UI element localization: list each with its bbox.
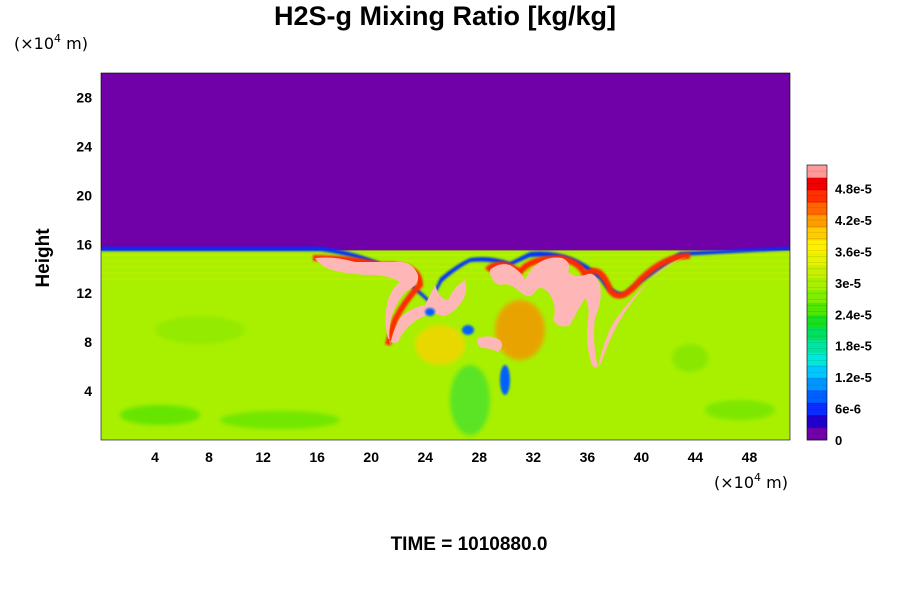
colorbar-swatch	[807, 190, 827, 203]
x-unit-prefix: (×10	[714, 473, 754, 492]
y-axis-ticks: 4 8 12 16 20 24 28	[76, 89, 92, 399]
colorbar-tick-label: 6e-6	[835, 402, 861, 417]
colorbar-swatch	[807, 390, 827, 403]
colorbar-swatch	[807, 340, 827, 353]
colorbar-swatch	[807, 202, 827, 216]
colorbar-swatch	[807, 427, 827, 441]
y-tick-label: 4	[84, 383, 92, 399]
x-tick-label: 48	[742, 449, 758, 465]
colorbar-tick-label: 1.2e-5	[835, 370, 872, 385]
y-unit-exponent: 4	[54, 32, 61, 45]
x-tick-label: 16	[309, 449, 325, 465]
y-tick-label: 24	[76, 138, 92, 154]
colorbar	[806, 164, 828, 441]
plumes	[315, 256, 688, 368]
x-tick-label: 28	[471, 449, 487, 465]
colorbar-swatch	[807, 165, 827, 178]
colorbar-swatch	[807, 252, 827, 266]
colorbar-tick-label: 2.4e-5	[835, 307, 872, 322]
colorbar-ticks: 0 6e-6 1.2e-5 1.8e-5 2.4e-5 3e-5 3.6e-5 4.2e-5 4…	[835, 182, 872, 448]
plume-right	[490, 256, 688, 368]
y-tick-label: 20	[76, 187, 92, 203]
colorbar-swatch	[807, 277, 827, 291]
chart-title: H2S-g Mixing Ratio [kg/kg]	[274, 1, 616, 31]
colorbar-swatch	[807, 315, 827, 328]
colorbar-swatch	[807, 215, 827, 228]
colorbar-swatch	[807, 265, 827, 278]
y-tick-label: 12	[76, 285, 92, 301]
y-tick-label: 28	[76, 89, 92, 105]
colorbar-tick-label: 3e-5	[835, 276, 861, 291]
colorbar-swatch	[807, 365, 827, 378]
colorbar-swatch	[807, 302, 827, 316]
y-unit-prefix: (×10	[14, 34, 54, 53]
y-unit-suffix: m)	[61, 34, 88, 53]
colorbar-tick-label: 4.8e-5	[835, 182, 872, 197]
plume-left	[315, 257, 467, 345]
x-tick-label: 44	[688, 449, 704, 465]
y-axis-label: Height	[33, 228, 54, 288]
colorbar-swatch	[807, 240, 827, 253]
x-unit-suffix: m)	[761, 473, 788, 492]
time-label: TIME = 1010880.0	[391, 534, 548, 555]
colorbar-tick-label: 0	[835, 433, 842, 448]
plume-center	[477, 336, 503, 352]
colorbar-swatch	[807, 352, 827, 366]
x-tick-label: 40	[634, 449, 650, 465]
colorbar-tick-label: 1.8e-5	[835, 339, 872, 354]
x-tick-label: 4	[151, 449, 159, 465]
x-tick-label: 32	[526, 449, 542, 465]
green-eddies	[120, 300, 775, 435]
interface-band	[101, 247, 790, 304]
colorbar-swatch	[807, 177, 827, 191]
colorbar-swatch	[807, 377, 827, 391]
colorbar-frame	[806, 164, 828, 441]
x-tick-label: 12	[255, 449, 271, 465]
x-tick-label: 20	[363, 449, 379, 465]
y-axis-unit: (×104 m)	[14, 32, 88, 53]
x-axis-unit: (×104 m)	[714, 471, 788, 492]
colorbar-swatch	[807, 227, 827, 241]
x-unit-exponent: 4	[754, 471, 761, 484]
x-tick-label: 36	[580, 449, 596, 465]
x-axis-ticks: 4 8 12 16 20 24 28 32 36 40 44 48	[151, 449, 757, 465]
colorbar-swatch	[807, 290, 827, 303]
field-plot	[101, 73, 790, 440]
colorbar-swatch	[807, 415, 827, 428]
x-tick-label: 8	[205, 449, 213, 465]
x-tick-label: 24	[417, 449, 433, 465]
colorbar-tick-label: 3.6e-5	[835, 244, 872, 259]
colorbar-swatch	[807, 327, 827, 341]
y-tick-label: 16	[76, 236, 92, 252]
blue-eddies	[425, 308, 510, 395]
colorbar-swatch	[807, 402, 827, 416]
colorbar-tick-label: 4.2e-5	[835, 213, 872, 228]
plot-frame	[100, 72, 791, 441]
y-tick-label: 8	[84, 334, 92, 350]
